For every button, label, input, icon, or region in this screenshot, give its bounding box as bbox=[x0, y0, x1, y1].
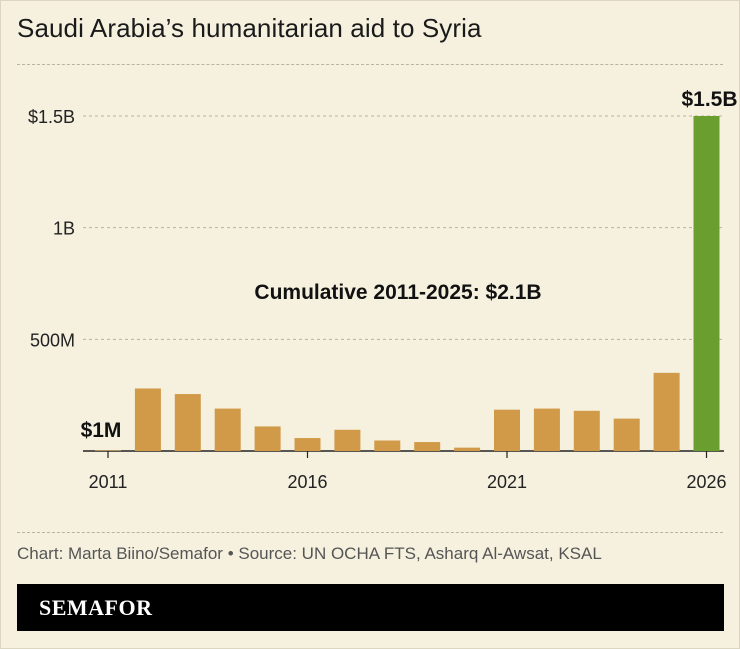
bar-2017 bbox=[334, 429, 361, 451]
x-tick-label: 2016 bbox=[287, 472, 327, 492]
bar-2023 bbox=[573, 410, 600, 451]
x-tick-label: 2021 bbox=[487, 472, 527, 492]
y-tick-label: 500M bbox=[30, 330, 75, 350]
bar-2014 bbox=[214, 408, 241, 451]
bar-2021 bbox=[494, 409, 520, 451]
bar-2019 bbox=[414, 442, 441, 451]
bar-2015 bbox=[254, 426, 281, 451]
bar-2025 bbox=[653, 372, 680, 451]
brand-footer: SEMAFOR bbox=[17, 584, 724, 631]
data-label: $1.5B bbox=[681, 88, 737, 111]
chart-title: Saudi Arabia’s humanitarian aid to Syria bbox=[17, 13, 482, 43]
bar-2013 bbox=[174, 394, 201, 451]
bar-2026 bbox=[693, 116, 720, 451]
y-tick-label: 1B bbox=[53, 219, 75, 239]
bar-2024 bbox=[613, 418, 640, 451]
x-tick-label: 2011 bbox=[89, 472, 128, 492]
x-tick-label: 2026 bbox=[686, 472, 726, 492]
bar-2020 bbox=[454, 447, 481, 451]
chart-credit: Chart: Marta Biino/Semafor • Source: UN … bbox=[17, 544, 602, 563]
bar-2011 bbox=[95, 450, 121, 451]
bar-2022 bbox=[533, 408, 560, 451]
brand-logo: SEMAFOR bbox=[39, 595, 153, 620]
bottom-divider bbox=[17, 532, 723, 533]
cumulative-annotation: Cumulative 2011-2025: $2.1B bbox=[254, 281, 541, 304]
bar-2012 bbox=[134, 388, 161, 451]
y-tick-label: $1.5B bbox=[28, 107, 75, 127]
bar-2018 bbox=[374, 440, 401, 451]
top-divider bbox=[17, 64, 723, 65]
bar-2016 bbox=[294, 438, 321, 451]
data-label: $1M bbox=[81, 419, 122, 442]
bar-chart: 500M 1B $1.5B 2011 2016 2021 2026 $1M $1.5B Cumul… bbox=[28, 88, 738, 492]
